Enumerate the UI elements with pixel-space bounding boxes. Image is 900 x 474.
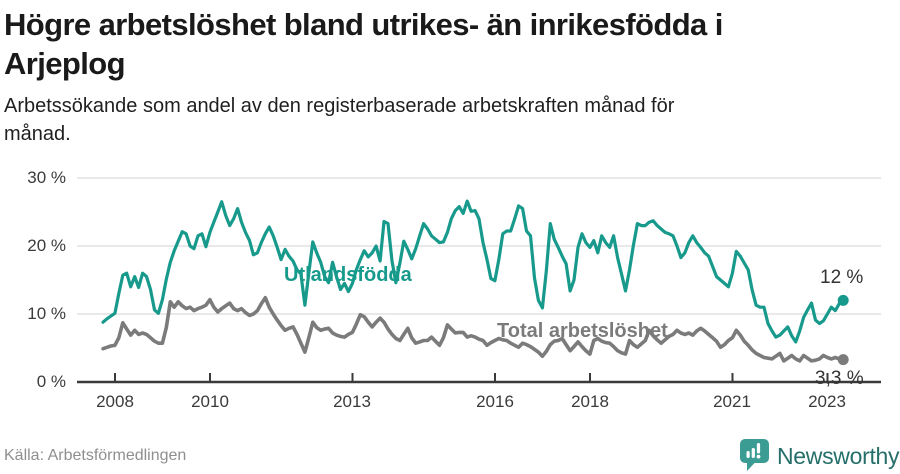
logo-bar-chart-glyph [746,443,761,459]
y-tick-label-0: 0 % [36,372,66,391]
x-tick-label-2018: 2018 [571,392,609,411]
newsworthy-logo-text: Newsworthy [777,443,900,469]
series-label-total-arbetsloshet: Total arbetslöshet [497,320,668,342]
x-tick-label-2008: 2008 [96,392,134,411]
y-tick-label-10: 10 % [27,304,66,323]
end-value-label-total: 3,3 % [815,368,864,389]
page-title-line2: Arjeplog [4,46,126,81]
end-dot-utlandsfodda [837,294,849,306]
chart-subtitle-line1: Arbetssökande som andel av den registerb… [4,95,675,117]
source-attribution: Källa: Arbetsförmedlingen [4,447,187,464]
y-tick-label-30: 30 % [27,168,66,187]
newsworthy-logo [739,438,770,472]
page-title-line1: Högre arbetslöshet bland utrikes- än inr… [4,7,723,42]
x-tick-label-2010: 2010 [191,392,229,411]
x-axis-ticks [114,373,829,382]
line-utlandsfodda [101,199,845,344]
newsworthy-logo-icon [740,439,769,471]
y-tick-label-20: 20 % [27,236,66,255]
page-title: Högre arbetslöshet bland utrikes- än inr… [4,5,894,83]
end-value-label-utlandsfodda: 12 % [820,267,864,288]
chart-subtitle-line2: månad. [4,123,71,145]
line-total-arbetsloshet [101,295,846,363]
x-tick-label-2023: 2023 [808,392,846,411]
x-tick-label-2021: 2021 [713,392,751,411]
x-tick-label-2013: 2013 [333,392,371,411]
x-tick-label-2016: 2016 [476,392,514,411]
end-dot-total [837,354,849,366]
chart-subtitle: Arbetssökande som andel av den registerb… [4,92,864,148]
series-label-utlandsfodda: Utlandsfödda [284,264,412,286]
